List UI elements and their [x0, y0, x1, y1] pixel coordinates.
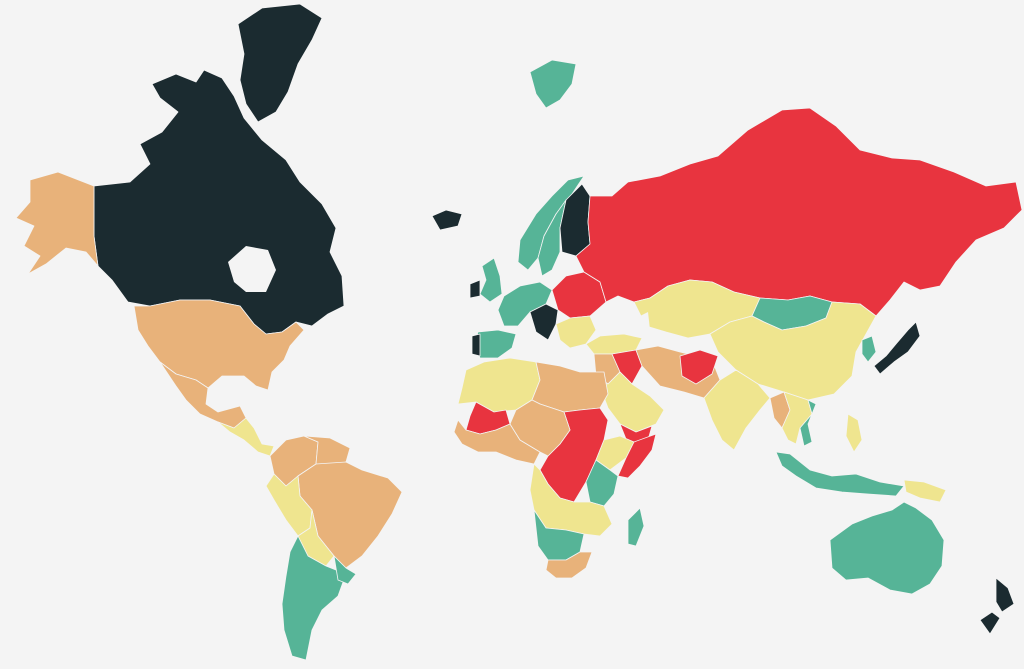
- hudson-bay-water: [228, 246, 276, 292]
- india-region[interactable]: [703, 369, 771, 451]
- canada-region[interactable]: [93, 69, 345, 335]
- svalbard-region[interactable]: [529, 59, 577, 109]
- madagascar-region[interactable]: [627, 507, 645, 547]
- uruguay-region[interactable]: [333, 555, 357, 585]
- somalia-region[interactable]: [617, 433, 657, 479]
- alaska-region[interactable]: [15, 171, 99, 275]
- portugal-region[interactable]: [471, 333, 481, 357]
- iceland-region[interactable]: [431, 209, 463, 231]
- balkans-region[interactable]: [555, 315, 597, 349]
- vietnam-region[interactable]: [799, 399, 817, 447]
- west-africa-region[interactable]: [453, 419, 541, 465]
- new-zealand-region[interactable]: [979, 577, 1015, 635]
- arabia-region[interactable]: [595, 371, 665, 433]
- mexico-region[interactable]: [159, 361, 247, 429]
- central-africa-region[interactable]: [509, 399, 571, 457]
- indonesia-region[interactable]: [775, 451, 905, 497]
- china-region[interactable]: [709, 301, 877, 401]
- philippines-region[interactable]: [845, 413, 863, 453]
- papua-region[interactable]: [903, 479, 947, 503]
- australia-region[interactable]: [829, 501, 945, 595]
- south-africa-region[interactable]: [545, 551, 593, 579]
- united-kingdom-region[interactable]: [479, 257, 503, 303]
- iraq-region[interactable]: [611, 349, 643, 385]
- japan-region[interactable]: [873, 321, 921, 375]
- central-america-region[interactable]: [217, 417, 275, 457]
- caspian-sea-water: [638, 312, 650, 340]
- ireland-region[interactable]: [469, 279, 481, 299]
- russia-region[interactable]: [575, 107, 1023, 317]
- afghanistan-region[interactable]: [679, 349, 719, 385]
- korea-region[interactable]: [861, 335, 877, 363]
- chile-argentina-region[interactable]: [281, 535, 347, 661]
- greenland-region[interactable]: [237, 3, 323, 123]
